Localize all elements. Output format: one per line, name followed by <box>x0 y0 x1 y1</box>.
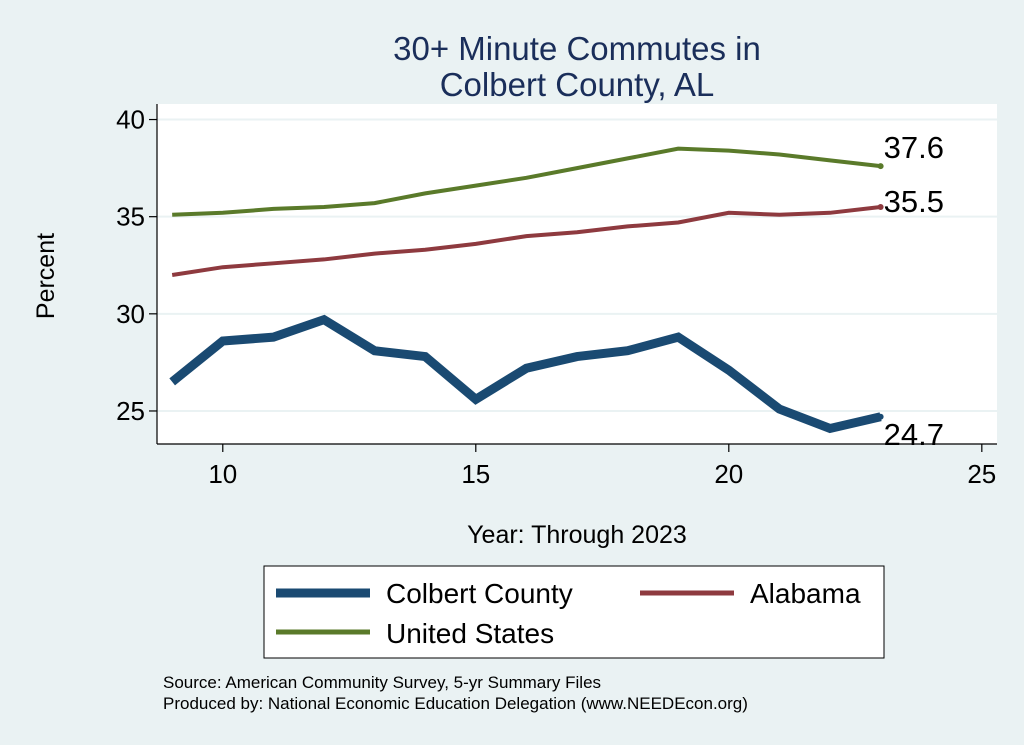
series-lines <box>169 146 884 434</box>
end-label-colbert-county: 24.7 <box>884 417 944 452</box>
chart-title-line-2: Colbert County, AL <box>440 66 715 103</box>
end-labels: 24.7 35.5 37.6 <box>884 130 944 452</box>
y-tick-label-40: 40 <box>116 105 145 135</box>
x-tick-label-20: 20 <box>714 459 743 489</box>
plot-area <box>157 104 997 444</box>
x-tick-label-15: 15 <box>461 459 490 489</box>
y-tick-label-25: 25 <box>116 396 145 426</box>
legend-label-united-states: United States <box>386 618 554 649</box>
y-axis-title: Percent <box>32 233 60 319</box>
series-line-colbert-county <box>169 314 882 434</box>
end-point-alabama <box>877 203 884 210</box>
legend-box <box>263 565 885 659</box>
end-label-alabama: 35.5 <box>884 184 944 219</box>
axes: 25 30 35 40 10 15 20 25 <box>116 104 997 489</box>
series-line-alabama <box>171 204 881 277</box>
producer-note: Produced by: National Economic Education… <box>163 694 748 713</box>
end-label-united-states: 37.6 <box>884 130 944 165</box>
gridlines <box>157 118 997 412</box>
x-axis-title: Year: Through 2023 <box>467 521 687 549</box>
x-tick-label-10: 10 <box>208 459 237 489</box>
legend-label-alabama: Alabama <box>750 578 861 609</box>
source-note: Source: American Community Survey, 5-yr … <box>163 673 601 692</box>
legend-label-colbert-county: Colbert County <box>386 578 573 609</box>
end-point-united-states <box>877 163 884 170</box>
series-line-united-states <box>172 146 881 217</box>
end-point-colbert-county <box>877 413 884 420</box>
y-tick-label-35: 35 <box>116 202 145 232</box>
chart-title-line-1: 30+ Minute Commutes in <box>393 30 761 67</box>
y-tick-label-30: 30 <box>116 299 145 329</box>
x-tick-label-25: 25 <box>967 459 996 489</box>
